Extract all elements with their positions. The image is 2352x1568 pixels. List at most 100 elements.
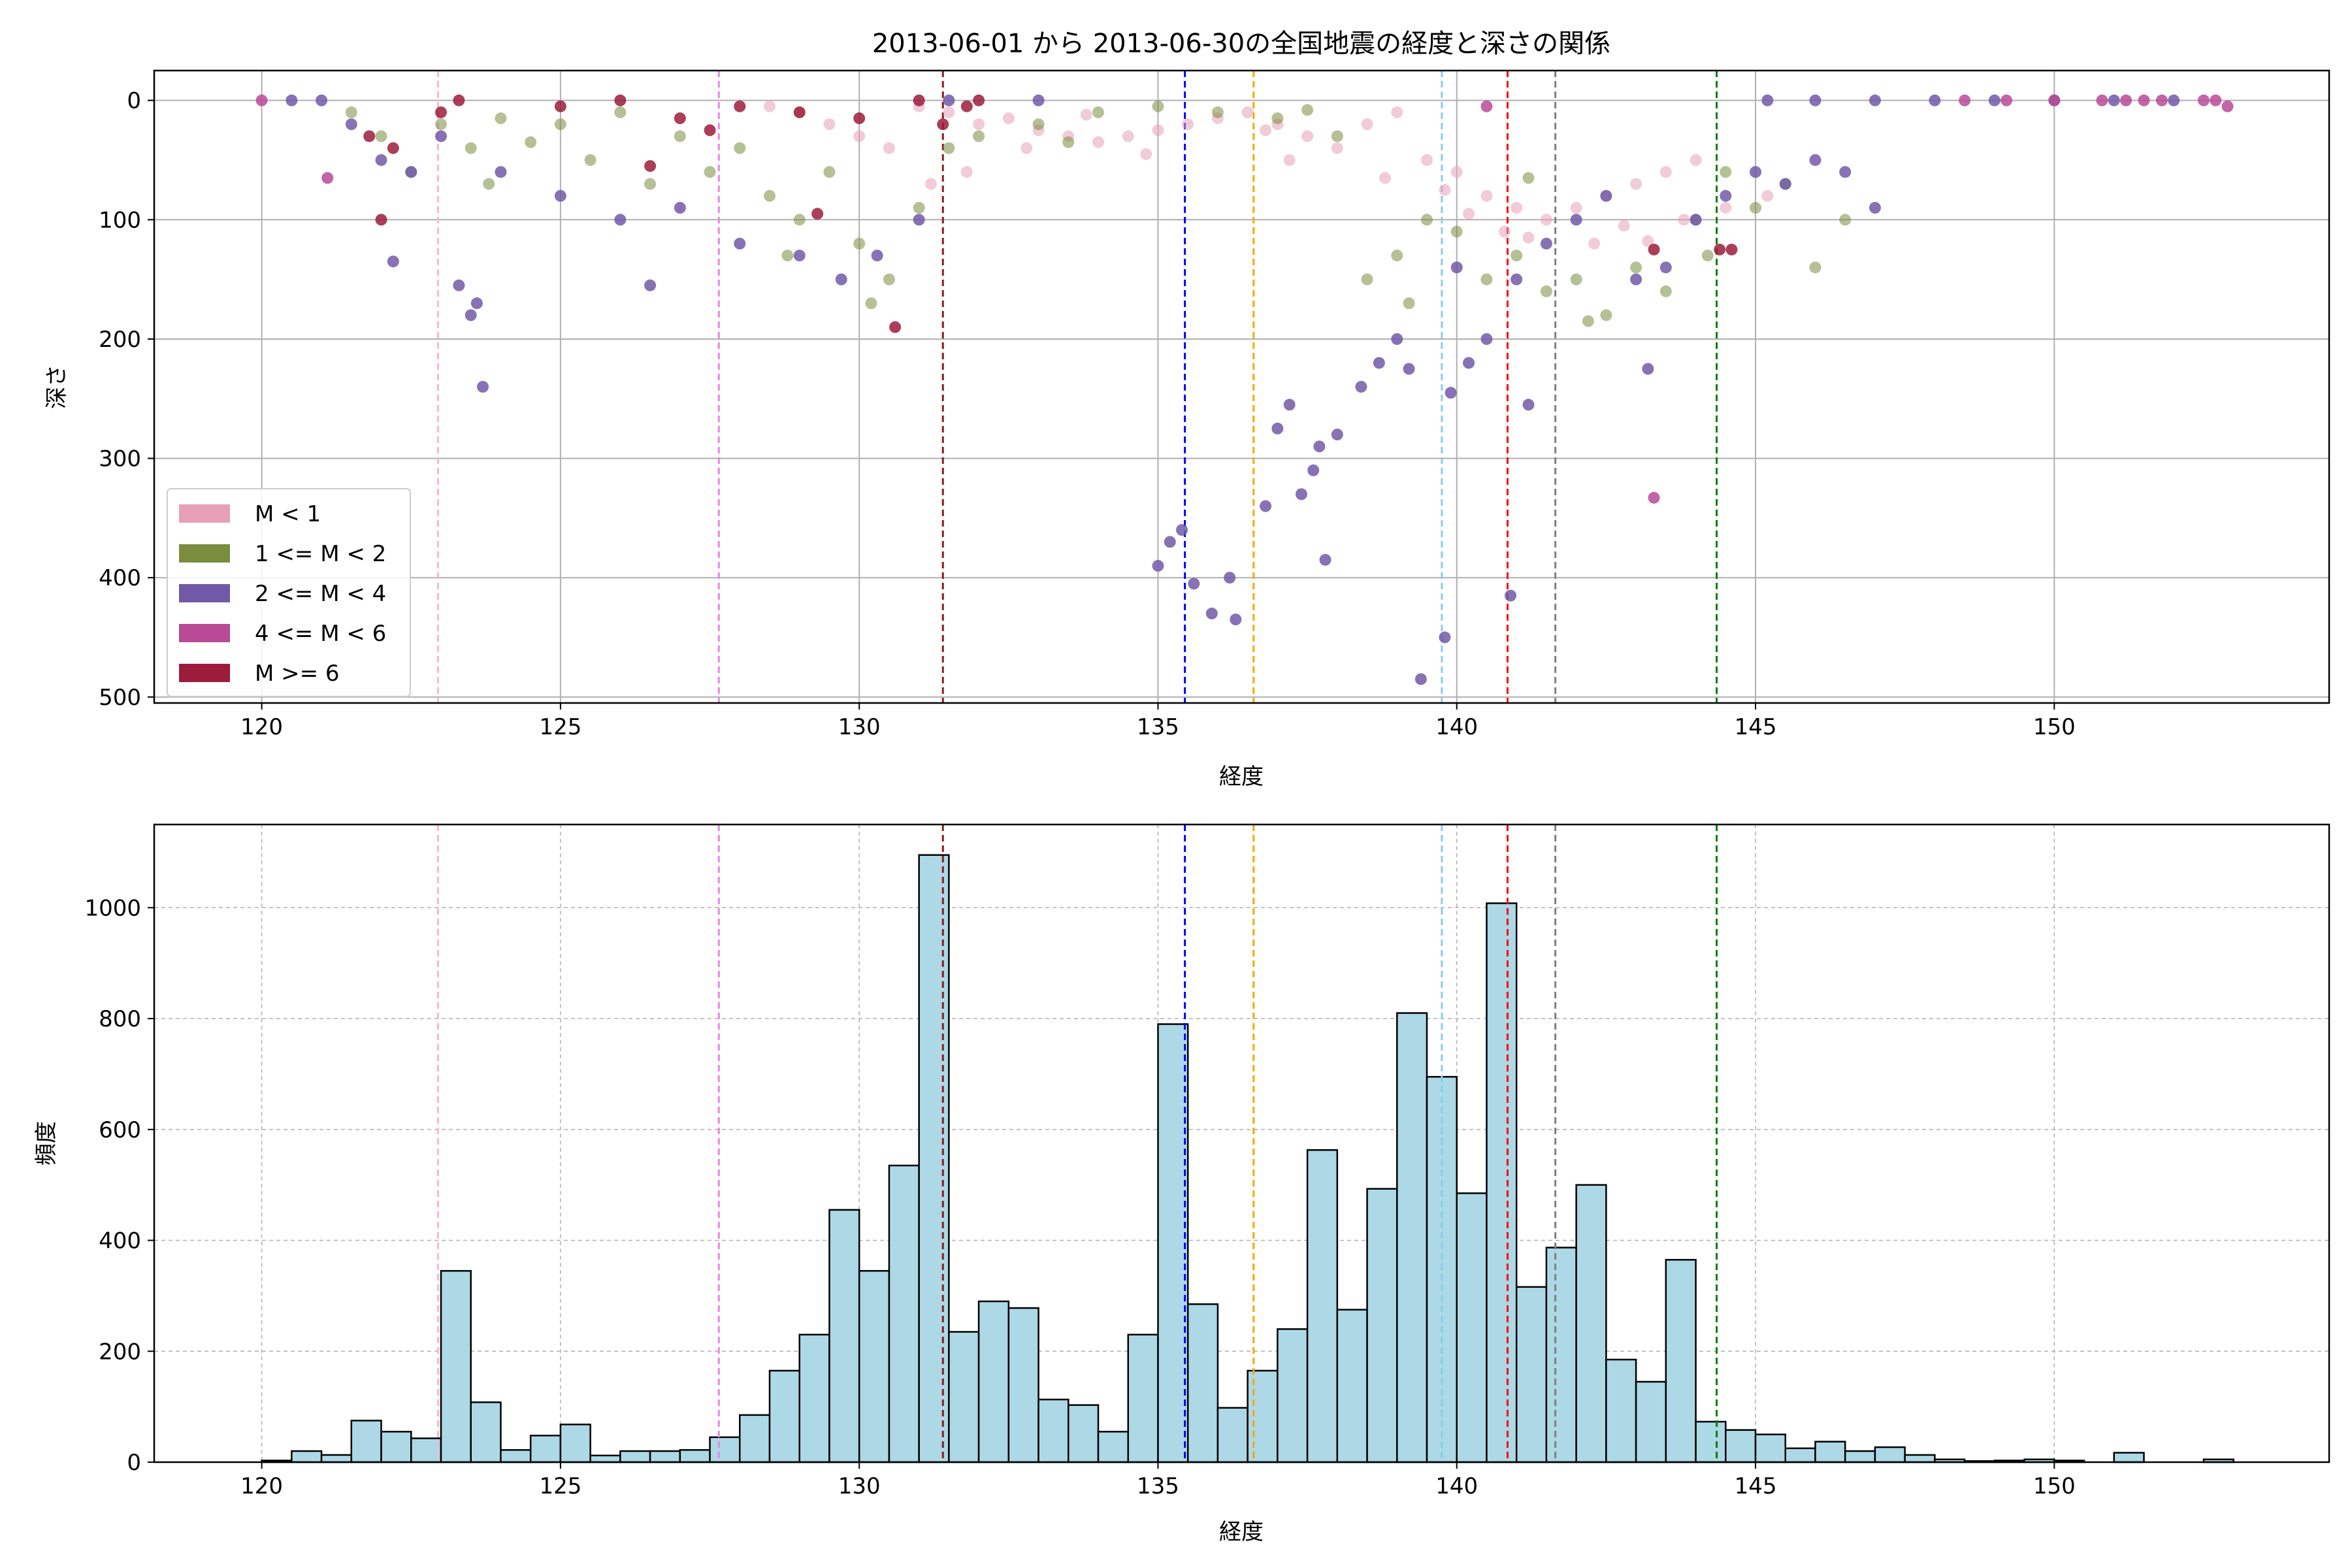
scatter-point <box>1701 250 1714 262</box>
scatter-point <box>1582 315 1594 327</box>
legend-label: 2 <= M < 4 <box>255 581 386 607</box>
histogram-x-tick-label: 140 <box>1435 1473 1478 1499</box>
scatter-point <box>853 112 866 125</box>
scatter-point <box>763 100 776 112</box>
histogram-bar <box>1068 1404 1100 1463</box>
scatter-point <box>913 214 925 226</box>
scatter-point <box>1403 363 1415 375</box>
histogram-bar <box>1157 1023 1189 1463</box>
scatter-point <box>644 178 657 190</box>
scatter-point <box>525 136 537 148</box>
scatter-point <box>1307 464 1320 476</box>
histogram-bar <box>1186 1303 1219 1463</box>
scatter-point <box>1414 673 1427 685</box>
histogram-bar <box>529 1435 562 1463</box>
scatter-point <box>2221 100 2234 112</box>
histogram-bar <box>320 1454 353 1463</box>
scatter-point <box>1080 108 1092 121</box>
histogram-reference-lines <box>436 825 1718 1462</box>
scatter-point <box>943 142 955 154</box>
scatter-point <box>1511 202 1523 214</box>
scatter-point <box>1929 94 1941 106</box>
scatter-point <box>1522 172 1535 184</box>
scatter-point <box>913 94 925 106</box>
scatter-point <box>1331 130 1343 142</box>
scatter-y-tick-label: 200 <box>99 327 141 353</box>
scatter-point <box>811 208 824 220</box>
scatter-point <box>1092 136 1105 148</box>
scatter-x-tick-label: 145 <box>1735 714 1777 740</box>
scatter-point <box>734 100 746 112</box>
scatter-point <box>1002 112 1015 125</box>
scatter-point <box>554 189 566 202</box>
scatter-point <box>1588 237 1601 250</box>
histogram-bar <box>1396 1012 1428 1463</box>
scatter-point <box>483 178 495 190</box>
legend-label: 1 <= M < 2 <box>255 541 386 567</box>
scatter-point <box>1522 399 1535 411</box>
scatter-point <box>973 118 985 131</box>
scatter-point <box>1690 214 1702 226</box>
scatter-point <box>1570 214 1582 226</box>
histogram-bar <box>1127 1333 1159 1463</box>
scatter-point <box>960 166 973 178</box>
scatter-point <box>1463 357 1475 369</box>
scatter-point <box>1720 166 1732 178</box>
scatter-point <box>286 94 298 106</box>
histogram-bar <box>739 1414 771 1463</box>
histogram-bar <box>1336 1309 1368 1463</box>
scatter-point <box>1630 261 1642 274</box>
histogram-bar <box>291 1450 323 1463</box>
histogram-bar <box>918 854 950 1463</box>
scatter-point <box>387 142 399 154</box>
scatter-point <box>1271 112 1284 125</box>
scatter-point <box>734 237 746 250</box>
scatter-point <box>1421 214 1433 226</box>
scatter-point <box>644 279 657 291</box>
histogram-x-axis-label: 経度 <box>1219 1519 1264 1545</box>
scatter-point <box>1511 250 1523 262</box>
histogram-bar <box>619 1450 651 1463</box>
scatter-point <box>405 166 417 178</box>
scatter-point <box>1522 231 1535 244</box>
scatter-point <box>1959 94 1971 106</box>
scatter-point <box>1152 124 1164 137</box>
histogram-axes-frame <box>153 823 2330 1463</box>
legend-swatch <box>179 664 230 682</box>
scatter-point <box>973 130 985 142</box>
histogram-bar <box>500 1449 532 1463</box>
scatter-point <box>1439 184 1451 196</box>
scatter-point <box>345 106 357 118</box>
scatter-point <box>1869 202 1881 214</box>
scatter-point <box>1391 106 1403 118</box>
scatter-point <box>1283 399 1296 411</box>
legend-label: 4 <= M < 6 <box>255 621 386 647</box>
scatter-point <box>614 106 627 118</box>
scatter-point <box>1211 106 1224 118</box>
scatter-point <box>924 178 937 190</box>
scatter-point <box>1480 273 1493 286</box>
histogram-bar <box>1754 1433 1786 1463</box>
histogram-bar <box>380 1431 412 1463</box>
histogram-bar <box>1007 1307 1039 1463</box>
scatter-point <box>1021 142 1033 154</box>
scatter-point <box>1659 285 1672 297</box>
scatter-point <box>470 297 483 310</box>
scatter-point <box>889 321 902 333</box>
scatter-point <box>1439 631 1451 644</box>
scatter-point <box>1463 208 1475 220</box>
scatter-point <box>883 273 895 286</box>
scatter-point <box>1869 94 1881 106</box>
histogram-x-tick-label: 135 <box>1137 1473 1179 1499</box>
scatter-point <box>1391 333 1403 345</box>
scatter-point <box>255 94 268 106</box>
scatter-x-tick-label: 135 <box>1137 714 1179 740</box>
scatter-point <box>913 202 925 214</box>
scatter-point <box>434 106 447 118</box>
scatter-point <box>1301 130 1314 142</box>
histogram-y-tick-label: 400 <box>99 1228 141 1254</box>
scatter-legend: M < 1 1 <= M < 2 2 <= M < 4 4 <= M < 6 M >= … <box>167 488 411 697</box>
scatter-point <box>1630 178 1642 190</box>
histogram-x-tick-label: 130 <box>838 1473 881 1499</box>
histogram-bar <box>1784 1447 1816 1463</box>
